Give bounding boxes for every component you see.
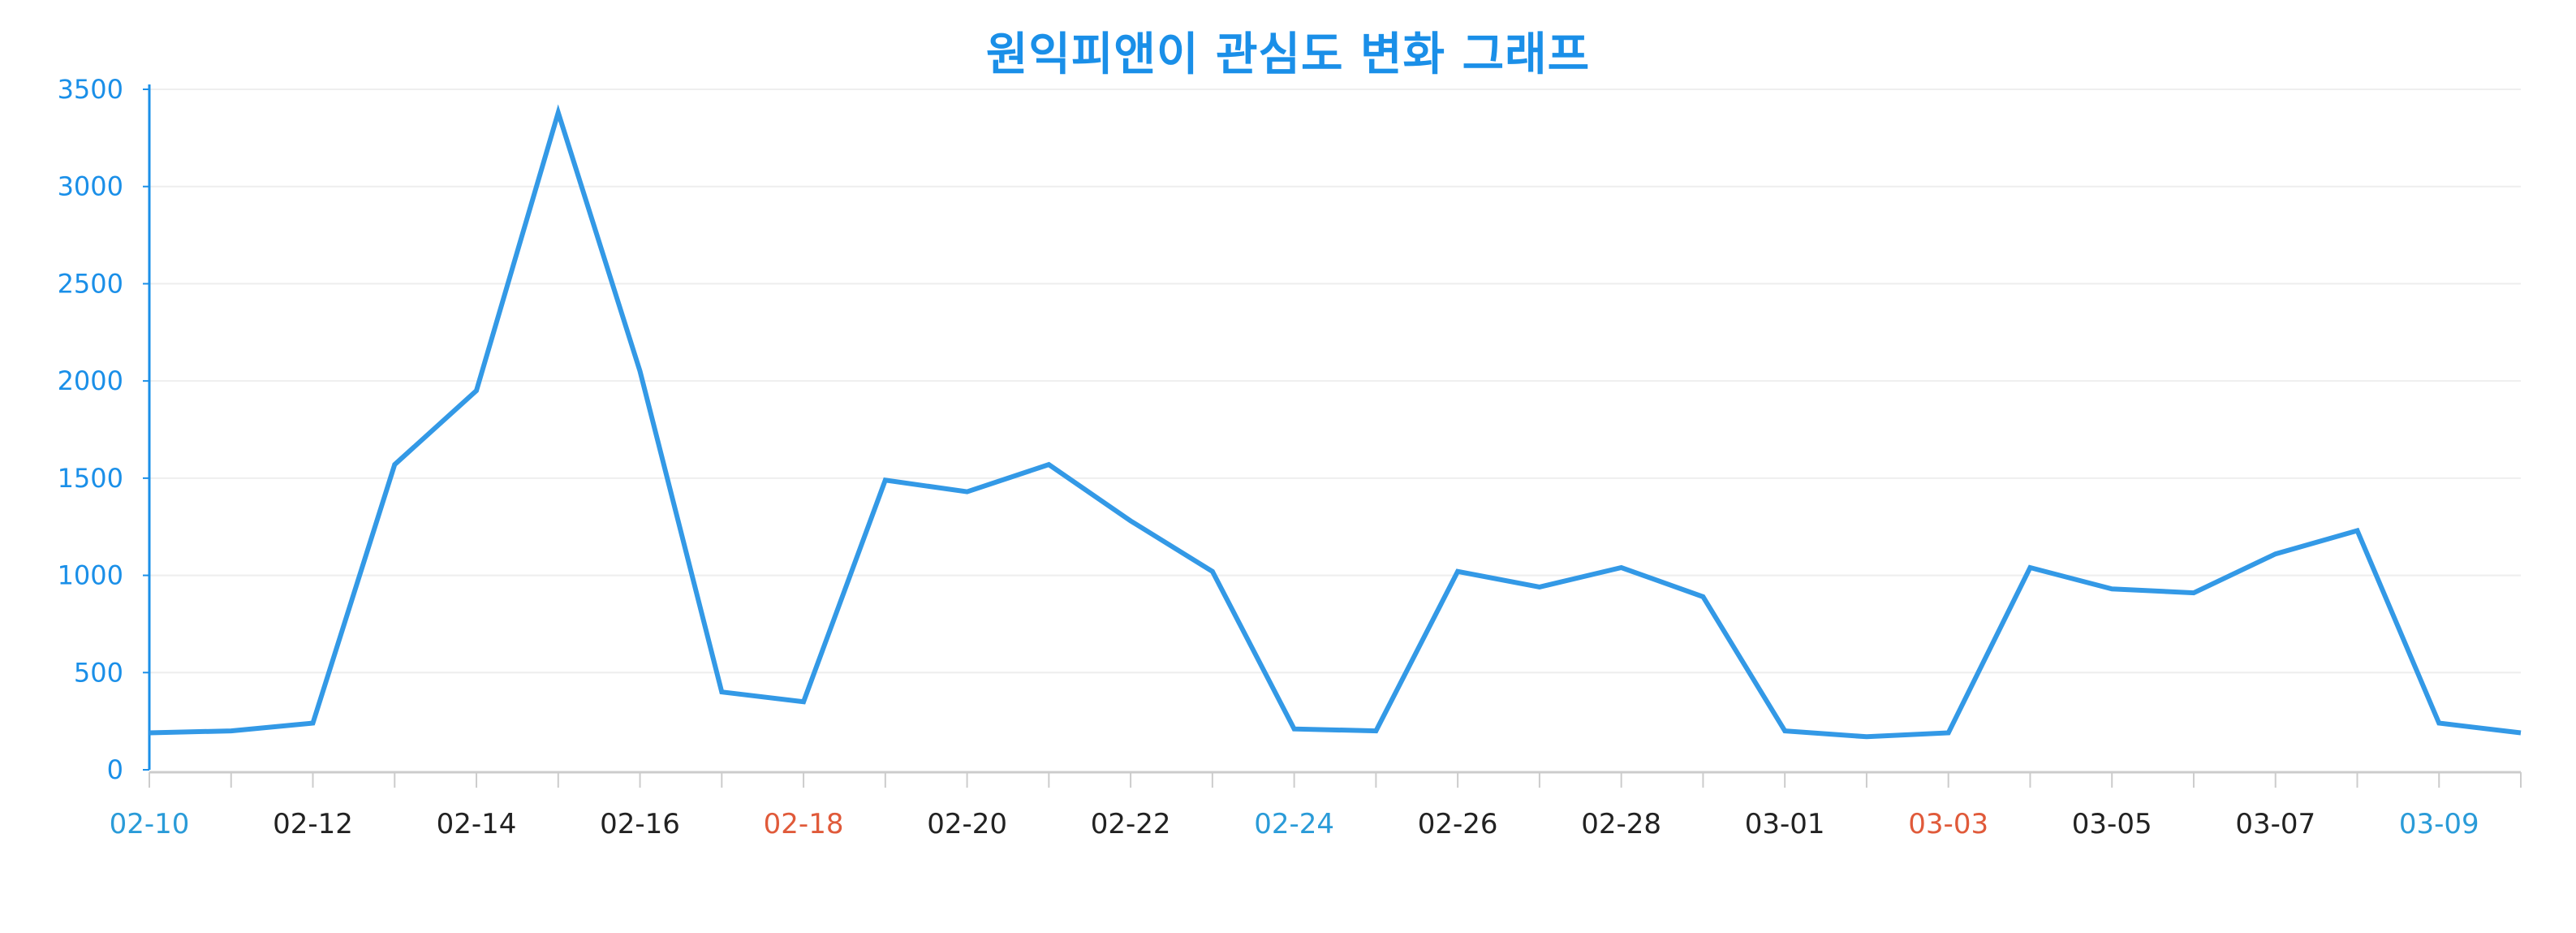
y-tick-label: 3000: [58, 171, 123, 202]
data-point: [1946, 731, 1951, 736]
data-point: [1046, 462, 1051, 467]
data-point: [965, 490, 970, 495]
x-tick-label: 02-24: [1254, 808, 1334, 840]
y-tick-label: 0: [107, 754, 123, 785]
chart-title: 원익피앤이 관심도 변화 그래프: [985, 28, 1591, 81]
data-point: [1128, 519, 1133, 524]
data-point: [2027, 565, 2032, 570]
data-point: [2109, 586, 2114, 591]
x-tick-label: 02-26: [1418, 808, 1498, 840]
x-tick-label: 02-16: [600, 808, 680, 840]
data-point: [2354, 529, 2359, 533]
data-point: [147, 731, 152, 736]
x-tick-label: 03-05: [2072, 808, 2152, 840]
series-line: [149, 104, 2522, 740]
y-tick-label: 1000: [58, 560, 123, 591]
data-point: [392, 462, 397, 467]
y-tick-label: 2500: [58, 268, 123, 299]
x-tick-label: 02-18: [764, 808, 844, 840]
x-tick-label: 02-14: [437, 808, 517, 840]
data-point: [1210, 569, 1215, 574]
x-tick-label: 02-28: [1581, 808, 1661, 840]
y-tick-label: 500: [74, 657, 123, 688]
x-tick-label: 03-01: [1745, 808, 1825, 840]
x-tick-label: 03-09: [2399, 808, 2479, 840]
data-point: [801, 699, 806, 704]
y-tick-label: 3500: [58, 74, 123, 105]
data-point: [2191, 590, 2196, 595]
data-point: [229, 728, 234, 733]
data-point: [1292, 727, 1297, 732]
data-point: [474, 388, 479, 393]
x-tick-label: 03-07: [2235, 808, 2315, 840]
data-point: [1619, 565, 1624, 570]
data-point: [1373, 728, 1378, 733]
y-tick-label: 1500: [58, 463, 123, 494]
data-point: [1700, 594, 1705, 599]
data-point: [311, 721, 316, 726]
data-point: [2273, 551, 2278, 556]
data-point: [719, 689, 724, 694]
data-point: [1537, 585, 1542, 590]
data-point: [556, 110, 561, 115]
data-point: [1864, 734, 1869, 739]
x-tick-label: 02-22: [1091, 808, 1171, 840]
x-tick-label: 03-03: [1908, 808, 1988, 840]
data-point: [638, 369, 643, 374]
y-tick-label: 2000: [58, 365, 123, 396]
data-point: [2436, 721, 2441, 726]
x-tick-label: 02-12: [273, 808, 353, 840]
data-point: [1455, 569, 1460, 574]
x-tick-label: 02-10: [110, 808, 190, 840]
data-point: [1782, 728, 1787, 733]
data-point: [2518, 731, 2523, 736]
x-tick-label: 02-20: [927, 808, 1007, 840]
data-point: [883, 477, 888, 482]
